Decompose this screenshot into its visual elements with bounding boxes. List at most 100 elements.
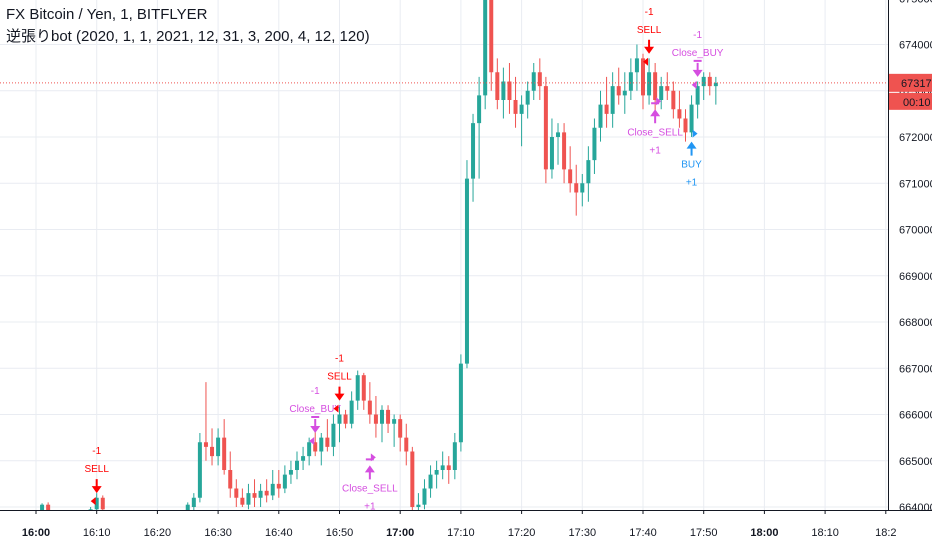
candle-body[interactable] — [659, 86, 664, 100]
candle-body[interactable] — [531, 72, 536, 91]
candle-body[interactable] — [598, 104, 603, 128]
candle-body[interactable] — [446, 465, 451, 470]
candle-body[interactable] — [282, 474, 287, 489]
candle-body[interactable] — [270, 483, 275, 496]
candle-body[interactable] — [264, 490, 269, 496]
candle-body[interactable] — [246, 493, 251, 505]
candle-body[interactable] — [592, 127, 597, 161]
candle-body[interactable] — [428, 474, 433, 489]
candle-body[interactable] — [713, 82, 718, 87]
candle-body[interactable] — [537, 72, 542, 87]
candle-body[interactable] — [464, 178, 469, 364]
candle-body[interactable] — [100, 497, 105, 510]
candle-body[interactable] — [549, 137, 554, 170]
candle-body[interactable] — [622, 90, 627, 96]
candle-body[interactable] — [519, 104, 524, 114]
candle-body[interactable] — [386, 409, 391, 424]
candle-body[interactable] — [349, 400, 354, 424]
candle-body[interactable] — [440, 465, 445, 470]
candle-body[interactable] — [234, 488, 239, 498]
candle-body[interactable] — [580, 183, 585, 193]
signal-marker — [656, 97, 662, 106]
candle-body[interactable] — [46, 504, 51, 517]
candle-body[interactable] — [210, 446, 215, 457]
candle-body[interactable] — [647, 72, 652, 96]
candle-body[interactable] — [641, 58, 645, 96]
candle-body[interactable] — [288, 470, 293, 475]
candle-body[interactable] — [88, 509, 93, 516]
candle-body[interactable] — [40, 504, 45, 514]
candle-body[interactable] — [252, 493, 257, 498]
candle-body[interactable] — [361, 375, 366, 401]
candle-body[interactable] — [707, 76, 712, 87]
candle-body[interactable] — [671, 90, 676, 110]
candle-body[interactable] — [701, 76, 706, 87]
candle-body[interactable] — [434, 470, 439, 475]
candle-body[interactable] — [379, 409, 384, 424]
candle-body[interactable] — [495, 72, 500, 100]
candle-body[interactable] — [471, 123, 476, 179]
candle-body[interactable] — [501, 81, 506, 101]
candle-body[interactable] — [689, 104, 694, 133]
y-tick-label: 670000 — [899, 225, 932, 237]
candle-body[interactable] — [568, 169, 573, 184]
candle-body[interactable] — [416, 504, 421, 507]
candle-body[interactable] — [507, 81, 512, 101]
candle-body[interactable] — [325, 437, 330, 447]
candle-body[interactable] — [513, 100, 518, 114]
candle-body[interactable] — [343, 414, 348, 424]
candle-body[interactable] — [216, 437, 221, 457]
candle-body[interactable] — [653, 72, 658, 100]
candle-body[interactable] — [628, 72, 633, 91]
candle-body[interactable] — [483, 0, 488, 96]
candle-body[interactable] — [683, 118, 688, 133]
x-tick-label: 17:30 — [569, 527, 597, 539]
last-price-value: 673171 — [901, 78, 932, 90]
candle-body[interactable] — [556, 132, 561, 137]
candle-body[interactable] — [94, 497, 99, 510]
candle-body[interactable] — [331, 423, 336, 447]
candle-body[interactable] — [562, 132, 567, 170]
signal-marker — [90, 497, 96, 506]
candle-body[interactable] — [616, 86, 621, 96]
candle-body[interactable] — [203, 442, 208, 447]
candle-body[interactable] — [422, 488, 427, 505]
candle-body[interactable] — [695, 86, 700, 105]
candle-body[interactable] — [355, 375, 360, 401]
candle-body[interactable] — [367, 400, 372, 415]
candle-body[interactable] — [319, 437, 324, 452]
candle-body[interactable] — [410, 451, 415, 508]
candle-body[interactable] — [240, 497, 245, 505]
signal-marker — [370, 453, 376, 462]
candle-body[interactable] — [458, 363, 463, 443]
candle-body[interactable] — [392, 419, 397, 424]
candle-body[interactable] — [222, 437, 227, 470]
candle-body[interactable] — [610, 86, 615, 114]
candle-body[interactable] — [373, 414, 378, 424]
candle-body[interactable] — [191, 497, 196, 507]
candle-body[interactable] — [258, 490, 263, 498]
candle-body[interactable] — [489, 0, 494, 73]
candle-body[interactable] — [307, 442, 312, 457]
candle-body[interactable] — [452, 442, 457, 470]
candle-body[interactable] — [574, 183, 579, 193]
candle-body[interactable] — [586, 160, 591, 184]
candle-body[interactable] — [313, 442, 318, 452]
candle-body[interactable] — [404, 437, 409, 452]
candle-body[interactable] — [477, 95, 482, 124]
candle-body[interactable] — [228, 470, 233, 489]
candle-body[interactable] — [604, 104, 609, 114]
candle-body[interactable] — [634, 58, 639, 73]
candle-body[interactable] — [185, 504, 190, 512]
candle-body[interactable] — [665, 86, 670, 91]
candle-body[interactable] — [543, 86, 548, 170]
candle-body[interactable] — [398, 419, 403, 438]
candle-body[interactable] — [301, 456, 306, 461]
candle-body[interactable] — [677, 109, 682, 119]
candle-body[interactable] — [295, 460, 300, 470]
candle-body[interactable] — [337, 414, 342, 424]
candle-body[interactable] — [197, 442, 202, 498]
candle-body[interactable] — [525, 90, 530, 105]
candle-body[interactable] — [276, 483, 281, 489]
